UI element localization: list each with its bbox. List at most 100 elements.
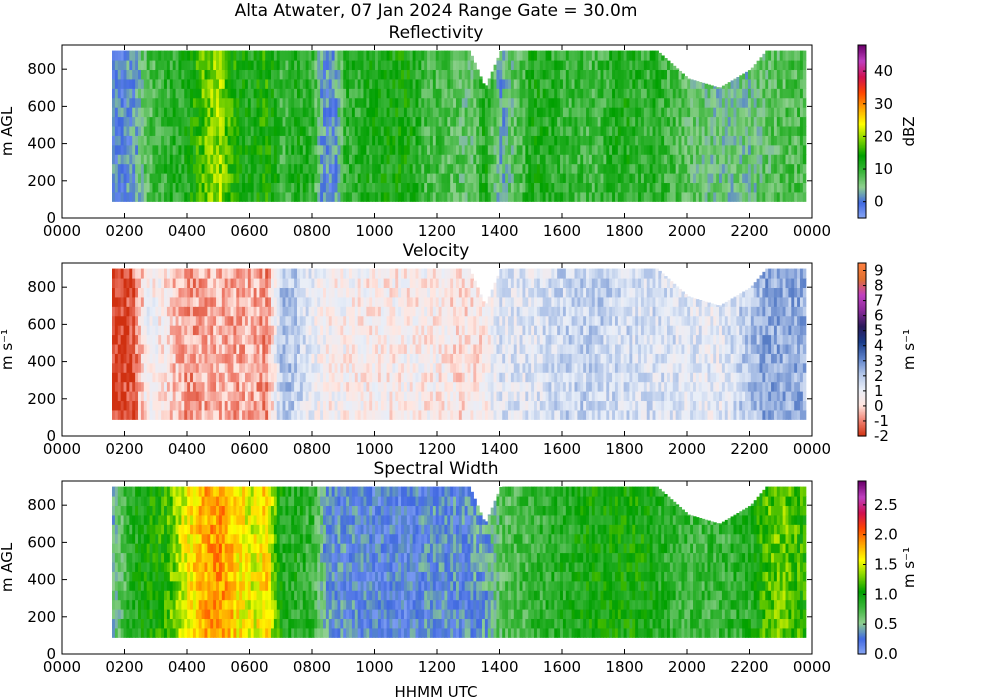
heatmap-cell (276, 296, 281, 307)
heatmap-cell (380, 163, 385, 174)
heatmap-cell (363, 173, 367, 184)
heatmap-cell (750, 182, 755, 193)
heatmap-cell (635, 60, 639, 71)
heatmap-cell (149, 287, 154, 298)
heatmap-cell (112, 400, 116, 411)
heatmap-cell (406, 50, 411, 61)
heatmap-cell (259, 125, 263, 136)
heatmap-cell (190, 306, 194, 317)
heatmap-cell (447, 125, 451, 136)
heatmap-cell (242, 381, 246, 392)
heatmap-cell (759, 69, 763, 80)
heatmap-cell (268, 78, 272, 89)
heatmap-cell (701, 97, 706, 108)
heatmap-cell (207, 353, 211, 364)
heatmap-cell (244, 88, 249, 99)
heatmap-cell (126, 97, 130, 108)
heatmap-cell (635, 173, 639, 184)
heatmap-cell (250, 325, 255, 336)
heatmap-cell (678, 182, 683, 193)
heatmap-cell (655, 163, 659, 174)
heatmap-cell (455, 163, 460, 174)
heatmap-cell (132, 287, 136, 298)
heatmap-cell (479, 154, 483, 165)
heatmap-cell (635, 135, 639, 146)
heatmap-cell (135, 78, 139, 89)
heatmap-cell (146, 296, 151, 307)
heatmap-cell (675, 88, 680, 99)
heatmap-cell (363, 69, 367, 80)
heatmap-cell (759, 154, 763, 165)
heatmap-cell (236, 287, 240, 298)
heatmap-cell (522, 69, 526, 80)
heatmap-cell (600, 78, 605, 89)
heatmap-cell (765, 163, 769, 174)
heatmap-cell (458, 107, 463, 118)
heatmap-cell (210, 268, 214, 279)
heatmap-cell (256, 409, 261, 420)
heatmap-cell (704, 97, 709, 108)
heatmap-cell (762, 97, 766, 108)
heatmap-cell (797, 107, 801, 118)
heatmap-cell (568, 97, 573, 108)
heatmap-cell (721, 97, 726, 108)
heatmap-cell (166, 306, 171, 317)
heatmap-cell (554, 191, 558, 202)
heatmap-cell (467, 78, 472, 89)
heatmap-cell (265, 144, 269, 155)
heatmap-cell (299, 69, 304, 80)
heatmap-cell (265, 409, 269, 420)
heatmap-cell (299, 97, 304, 108)
heatmap-cell (161, 391, 165, 402)
heatmap-cell (369, 163, 373, 174)
heatmap-cell (230, 125, 235, 136)
heatmap-cell (126, 78, 130, 89)
heatmap-cell (565, 107, 570, 118)
heatmap-cell (181, 154, 185, 165)
heatmap-cell (239, 107, 243, 118)
heatmap-cell (398, 60, 402, 71)
heatmap-cell (221, 334, 226, 345)
heatmap-cell (554, 88, 558, 99)
heatmap-cell (612, 116, 616, 127)
heatmap-cell (635, 182, 639, 193)
heatmap-cell (418, 135, 422, 146)
heatmap-cell (380, 116, 385, 127)
heatmap-cell (276, 278, 281, 289)
heatmap-cell (785, 88, 790, 99)
heatmap-cell (204, 409, 208, 420)
heatmap-cell (343, 182, 347, 193)
heatmap-cell (259, 116, 263, 127)
heatmap-cell (161, 325, 165, 336)
heatmap-cell (571, 173, 576, 184)
heatmap-cell (716, 125, 720, 136)
heatmap-cell (120, 391, 125, 402)
heatmap-cell (736, 182, 740, 193)
heatmap-cell (461, 78, 466, 89)
heatmap-cell (262, 182, 266, 193)
heatmap-cell (314, 144, 318, 155)
heatmap-cell (233, 278, 237, 289)
heatmap-cell (236, 125, 240, 136)
heatmap-cell (730, 116, 735, 127)
heatmap-cell (461, 182, 466, 193)
heatmap-cell (288, 125, 292, 136)
heatmap-cell (545, 69, 550, 80)
heatmap-cell (291, 107, 295, 118)
heatmap-cell (730, 163, 735, 174)
heatmap-cell (502, 191, 506, 202)
heatmap-cell (756, 191, 761, 202)
heatmap-cell (788, 88, 792, 99)
heatmap-cell (574, 163, 578, 174)
colorbar-step (858, 193, 866, 196)
heatmap-cell (265, 135, 269, 146)
heatmap-cell (273, 163, 278, 174)
heatmap-cell (149, 69, 154, 80)
heatmap-cell (594, 182, 599, 193)
heatmap-cell (782, 78, 787, 89)
heatmap-cell (496, 107, 500, 118)
heatmap-cell (164, 296, 168, 307)
heatmap-cell (282, 163, 287, 174)
heatmap-cell (351, 191, 356, 202)
heatmap-cell (632, 88, 636, 99)
